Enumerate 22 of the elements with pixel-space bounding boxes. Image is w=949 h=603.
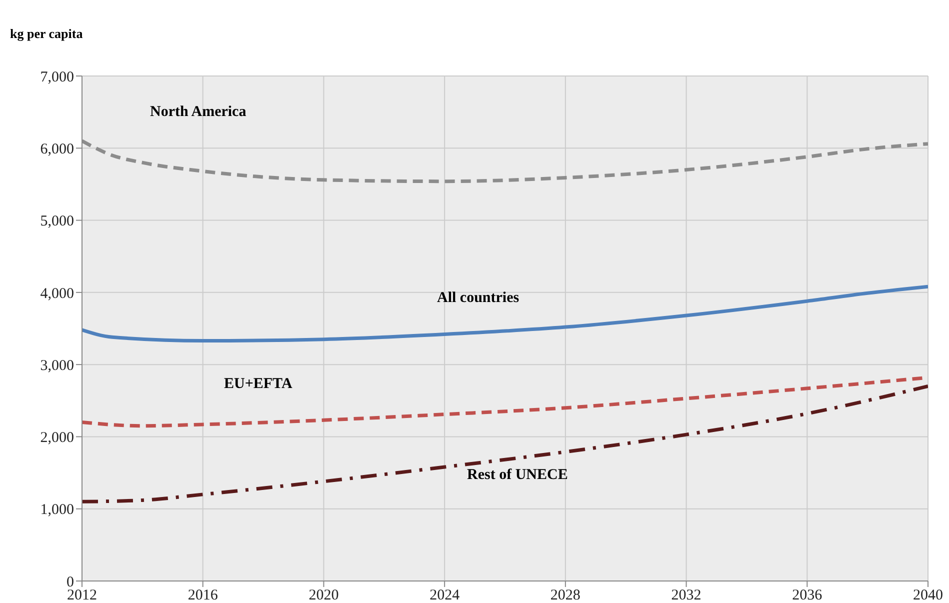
y-tick-label: 3,000 — [40, 358, 74, 374]
x-tick-label: 2032 — [671, 588, 702, 603]
y-tick-label: 1,000 — [40, 502, 74, 518]
x-tick-label: 2028 — [550, 588, 580, 603]
series-label: All countries — [437, 290, 520, 307]
text: North America — [150, 104, 246, 121]
x-tick-label: 2012 — [67, 588, 97, 603]
series-label: EU+EFTA — [224, 376, 292, 393]
y-tick-label: 7,000 — [40, 69, 74, 86]
y-tick-label: 4,000 — [40, 286, 74, 302]
x-tick-label: 2016 — [188, 588, 218, 603]
x-tick-label: 2036 — [792, 588, 823, 603]
x-tick-label: 2024 — [430, 588, 460, 603]
x-tick-label: 2040 — [913, 588, 943, 603]
line-series — [82, 284, 928, 343]
y-tick-label: 5,000 — [40, 214, 74, 230]
x-tick-label: 2020 — [308, 588, 339, 603]
y-tick-label: 0 — [66, 574, 74, 590]
y-tick-label: 6,000 — [40, 141, 74, 158]
y-axis-title: kg per capita — [10, 26, 83, 42]
series-label: Rest of UNECE — [467, 467, 568, 484]
y-tick-label: 2,000 — [40, 430, 74, 446]
